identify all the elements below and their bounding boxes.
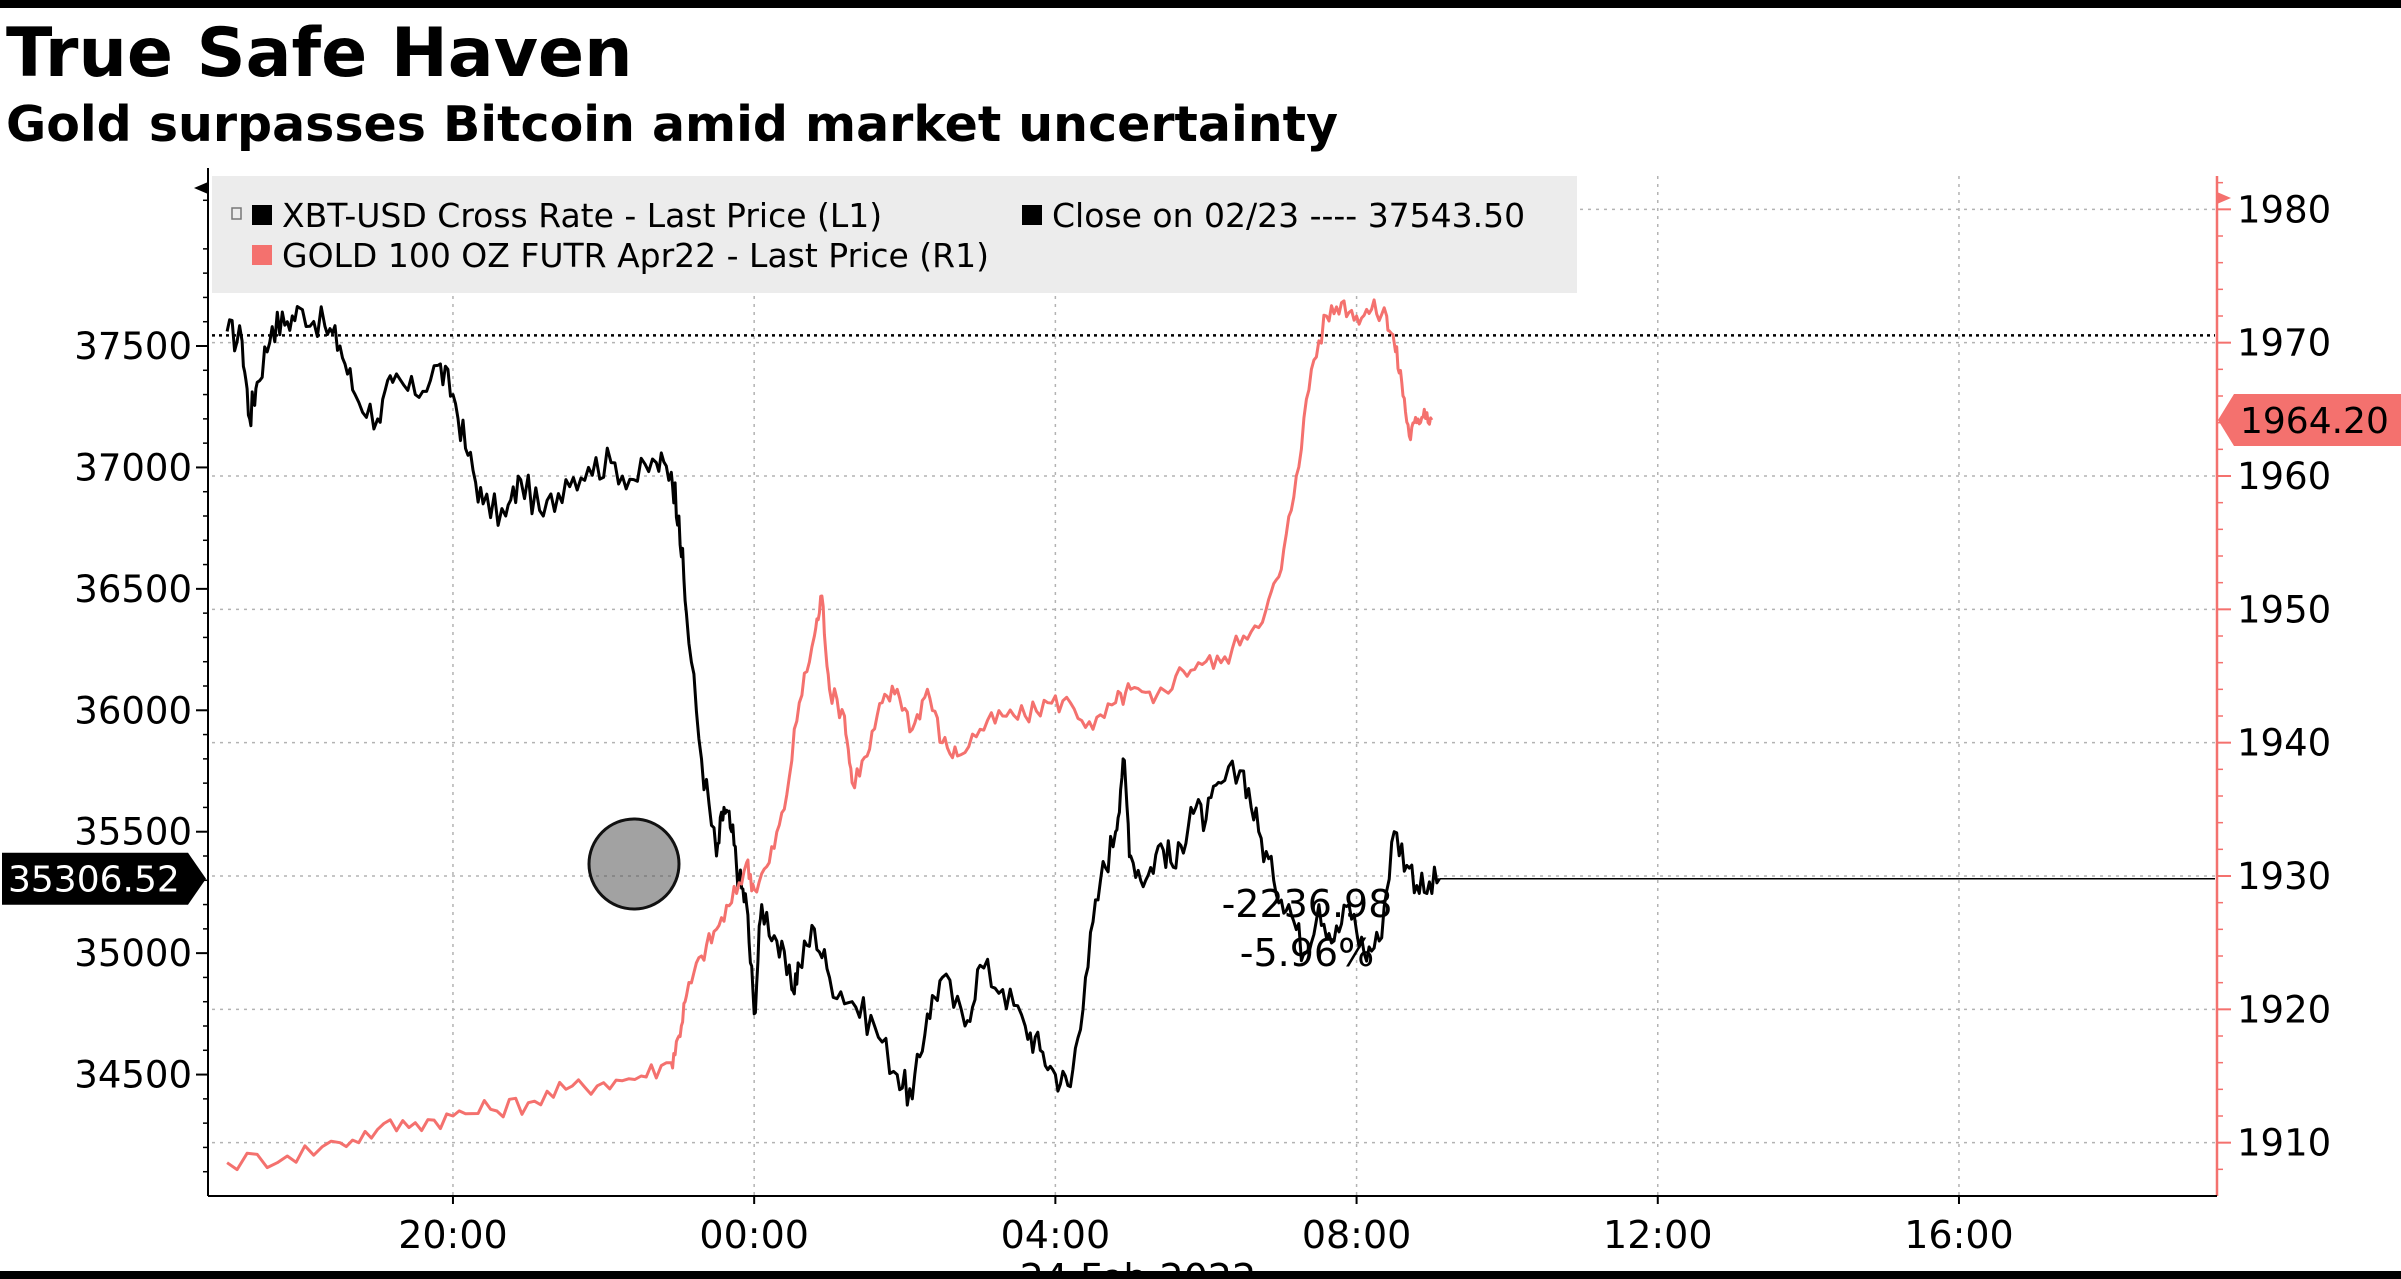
series-line-xbt xyxy=(225,305,1441,1107)
x-tick-label: 20:00 xyxy=(398,1213,508,1257)
series xyxy=(225,298,1441,1172)
right-axis-arrow xyxy=(2217,192,2231,204)
x-axis-date-label: 24 Feb 2022 xyxy=(1020,1256,1257,1271)
right-tick-label: 1960 xyxy=(2237,455,2331,498)
x-tick-label: 16:00 xyxy=(1904,1213,2014,1257)
right-tick-label: 1940 xyxy=(2237,722,2331,765)
axes: 20:00 00:00 04:00 08:00 12:00 16:00 1910 1920 19… xyxy=(74,168,2331,1257)
legend-swatch-gold xyxy=(252,245,272,265)
legend-swatch-close xyxy=(1022,205,1042,225)
legend-label-close: Close on 02/23 ---- 37543.50 xyxy=(1052,196,1525,235)
change-percent-label: -5.96% xyxy=(1240,931,1374,975)
legend: XBT-USD Cross Rate - Last Price (L1) Clo… xyxy=(231,196,1525,275)
last-value-tag-xbt xyxy=(2,852,206,905)
left-tick-label: 34500 xyxy=(74,1054,192,1097)
legend-label-gold: GOLD 100 OZ FUTR Apr22 - Last Price (R1) xyxy=(282,236,989,275)
right-tick-label: 1970 xyxy=(2237,322,2331,365)
grid xyxy=(212,176,2215,1196)
chart-title: True Safe Haven xyxy=(6,14,633,93)
legend-swatch-xbt xyxy=(252,205,272,225)
change-absolute-label: -2236.98 xyxy=(1222,882,1393,926)
x-tick-label: 08:00 xyxy=(1302,1213,1412,1257)
series-line-gold xyxy=(226,298,1434,1172)
right-tick-label: 1920 xyxy=(2237,988,2331,1031)
legend-label-xbt: XBT-USD Cross Rate - Last Price (L1) xyxy=(282,196,882,235)
legend-collapse-icon[interactable] xyxy=(231,207,242,220)
left-tick-label: 37000 xyxy=(74,446,192,489)
left-tick-label: 36000 xyxy=(74,689,192,732)
left-tick-label: 37500 xyxy=(74,325,192,368)
right-tick-label: 1910 xyxy=(2237,1122,2331,1165)
last-value-xbt: 35306.52 xyxy=(8,860,180,901)
crossover-highlight-marker xyxy=(587,817,681,911)
x-tick-label: 04:00 xyxy=(1001,1213,1111,1257)
last-value-gold: 1964.20 xyxy=(2240,401,2389,442)
last-value-tag-gold xyxy=(2218,394,2401,446)
x-tick-label: 12:00 xyxy=(1603,1213,1713,1257)
left-tick-label: 35000 xyxy=(74,932,192,975)
left-tick-label: 36500 xyxy=(74,568,192,611)
chart-subtitle: Gold surpasses Bitcoin amid market uncer… xyxy=(6,96,1339,153)
x-tick-label: 00:00 xyxy=(699,1213,809,1257)
legend-background xyxy=(212,176,1577,293)
left-axis-arrow xyxy=(194,182,208,194)
line-chart: 20:00 00:00 04:00 08:00 12:00 16:00 1910 1920 19… xyxy=(2,168,2401,1271)
chart-card: True Safe Haven Gold surpasses Bitcoin a… xyxy=(0,8,2401,1271)
right-tick-label: 1930 xyxy=(2237,855,2331,898)
right-tick-label: 1950 xyxy=(2237,588,2331,631)
left-tick-label: 35500 xyxy=(74,811,192,854)
right-tick-label: 1980 xyxy=(2237,188,2331,231)
